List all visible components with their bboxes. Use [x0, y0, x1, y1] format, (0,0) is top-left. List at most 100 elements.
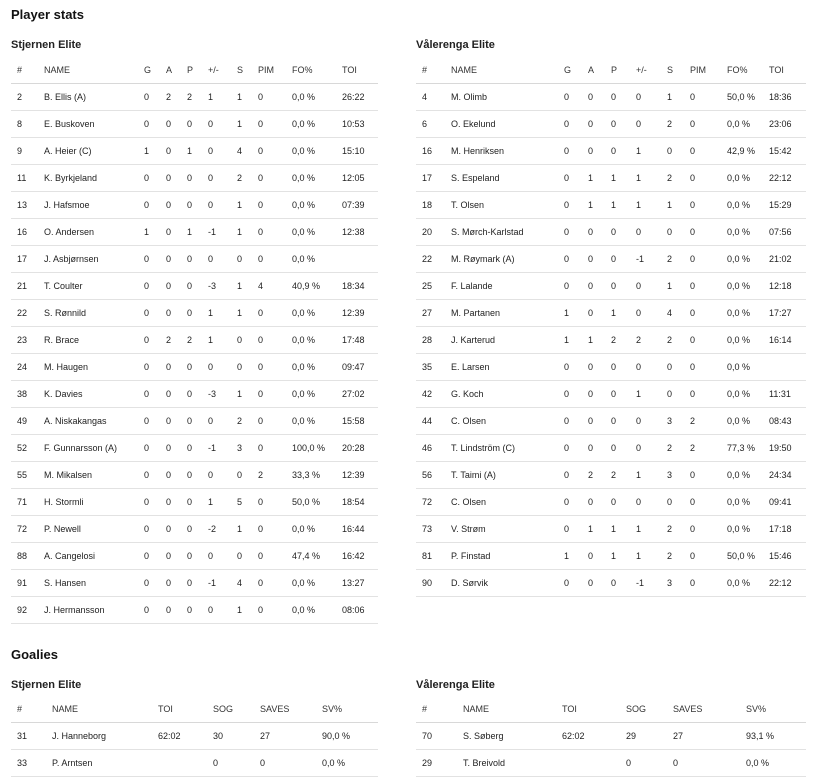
player-points-cell: 0: [187, 596, 208, 624]
player-plus-minus-cell: 0: [208, 542, 237, 570]
player-row: 81 P. Finstad 1 0 1 1 2 0 50,0 % 15:46: [416, 542, 806, 570]
column-header-save-pct: SV%: [746, 696, 806, 723]
player-points-cell: 0: [187, 407, 208, 435]
player-faceoff-pct-cell: 0,0 %: [292, 596, 342, 624]
player-assists-cell: 0: [166, 218, 187, 246]
column-header-sog: SOG: [626, 696, 673, 723]
player-shots-cell: 5: [237, 488, 258, 516]
goalies-title: Goalies: [11, 647, 58, 662]
player-assists-cell: 0: [166, 488, 187, 516]
goalie-saves-cell: 27: [260, 722, 322, 750]
player-points-cell: 0: [187, 353, 208, 381]
player-faceoff-pct-cell: 0,0 %: [727, 272, 769, 300]
player-assists-cell: 0: [166, 353, 187, 381]
player-number-cell: 38: [11, 380, 44, 408]
column-header-faceoff-pct: FO%: [292, 57, 342, 84]
player-faceoff-pct-cell: 0,0 %: [292, 299, 342, 327]
player-name-cell: J. Hafsmoe: [44, 191, 144, 219]
player-name-cell: B. Ellis (A): [44, 83, 144, 111]
player-shots-cell: 1: [667, 83, 690, 111]
player-number-cell: 9: [11, 137, 44, 165]
player-toi-cell: 12:05: [342, 164, 378, 192]
column-header-goals: G: [144, 57, 166, 84]
player-assists-cell: 0: [166, 596, 187, 624]
player-name-cell: V. Strøm: [451, 515, 564, 543]
player-shots-cell: 2: [667, 434, 690, 462]
player-row: 24 M. Haugen 0 0 0 0 0 0 0,0 % 09:47: [11, 353, 378, 381]
player-toi-cell: 15:29: [769, 191, 806, 219]
column-header-points: P: [187, 57, 208, 84]
player-row: 91 S. Hansen 0 0 0 -1 4 0 0,0 % 13:27: [11, 569, 378, 597]
player-points-cell: 0: [611, 488, 636, 516]
player-toi-cell: 08:06: [342, 596, 378, 624]
player-points-cell: 1: [611, 191, 636, 219]
player-faceoff-pct-cell: 0,0 %: [727, 488, 769, 516]
player-number-cell: 25: [416, 272, 451, 300]
player-faceoff-pct-cell: 0,0 %: [292, 218, 342, 246]
player-name-cell: K. Byrkjeland: [44, 164, 144, 192]
player-plus-minus-cell: 1: [636, 542, 667, 570]
player-pim-cell: 0: [690, 110, 727, 138]
player-goals-cell: 0: [564, 191, 588, 219]
player-number-cell: 23: [11, 326, 44, 354]
player-number-cell: 13: [11, 191, 44, 219]
player-number-cell: 27: [416, 299, 451, 327]
player-assists-cell: 0: [166, 110, 187, 138]
player-shots-cell: 4: [237, 137, 258, 165]
player-row: 4 M. Olimb 0 0 0 0 1 0 50,0 % 18:36: [416, 83, 806, 111]
player-plus-minus-cell: 0: [208, 191, 237, 219]
player-points-cell: 2: [187, 83, 208, 111]
player-toi-cell: 07:56: [769, 218, 806, 246]
player-plus-minus-cell: -1: [208, 569, 237, 597]
player-number-cell: 49: [11, 407, 44, 435]
column-header-name: NAME: [451, 57, 564, 84]
player-row: 52 F. Gunnarsson (A) 0 0 0 -1 3 0 100,0 % 20:28: [11, 434, 378, 462]
goalie-number-cell: 29: [416, 749, 463, 777]
player-plus-minus-cell: -1: [636, 245, 667, 273]
player-shots-cell: 1: [237, 83, 258, 111]
player-row: 71 H. Stormli 0 0 0 1 5 0 50,0 % 18:54: [11, 488, 378, 516]
column-header-faceoff-pct: FO%: [727, 57, 769, 84]
player-goals-cell: 0: [144, 164, 166, 192]
player-assists-cell: 0: [166, 191, 187, 219]
player-toi-cell: 20:28: [342, 434, 378, 462]
player-row: 28 J. Karterud 1 1 2 2 2 0 0,0 % 16:14: [416, 326, 806, 354]
player-pim-cell: 0: [690, 299, 727, 327]
player-faceoff-pct-cell: 77,3 %: [727, 434, 769, 462]
player-shots-cell: 0: [237, 542, 258, 570]
goalie-toi-cell: [158, 749, 213, 777]
player-row: 44 C. Olsen 0 0 0 0 3 2 0,0 % 08:43: [416, 407, 806, 435]
player-points-cell: 0: [611, 434, 636, 462]
player-points-cell: 1: [187, 218, 208, 246]
goalie-toi-cell: 62:02: [158, 722, 213, 750]
player-pim-cell: 4: [258, 272, 292, 300]
player-goals-cell: 0: [564, 569, 588, 597]
player-row: 13 J. Hafsmoe 0 0 0 0 1 0 0,0 % 07:39: [11, 191, 378, 219]
player-number-cell: 22: [11, 299, 44, 327]
player-name-cell: S. Espeland: [451, 164, 564, 192]
player-toi-cell: 24:34: [769, 461, 806, 489]
player-plus-minus-cell: 0: [208, 110, 237, 138]
player-pim-cell: 0: [258, 596, 292, 624]
player-toi-cell: 17:48: [342, 326, 378, 354]
player-plus-minus-cell: -3: [208, 380, 237, 408]
player-shots-cell: 3: [667, 569, 690, 597]
player-row: 9 A. Heier (C) 1 0 1 0 4 0 0,0 % 15:10: [11, 137, 378, 165]
player-toi-cell: 15:42: [769, 137, 806, 165]
player-plus-minus-cell: 1: [208, 326, 237, 354]
goalie-sog-cell: 30: [213, 722, 260, 750]
player-row: 49 A. Niskakangas 0 0 0 0 2 0 0,0 % 15:58: [11, 407, 378, 435]
player-faceoff-pct-cell: 0,0 %: [292, 326, 342, 354]
player-name-cell: S. Mørch-Karlstad: [451, 218, 564, 246]
player-assists-cell: 1: [588, 164, 611, 192]
player-faceoff-pct-cell: 100,0 %: [292, 434, 342, 462]
player-goals-cell: 1: [564, 299, 588, 327]
player-faceoff-pct-cell: 0,0 %: [727, 380, 769, 408]
player-points-cell: 0: [187, 488, 208, 516]
player-points-cell: 0: [611, 569, 636, 597]
player-plus-minus-cell: 0: [636, 434, 667, 462]
player-toi-cell: 12:18: [769, 272, 806, 300]
player-points-cell: 0: [611, 110, 636, 138]
player-stats-table-stjernen: # NAME G A P +/- S PIM FO% TOI 2 B. Ellis (A) 0 2 2 1 1 0…: [11, 57, 378, 624]
player-points-cell: 0: [187, 542, 208, 570]
